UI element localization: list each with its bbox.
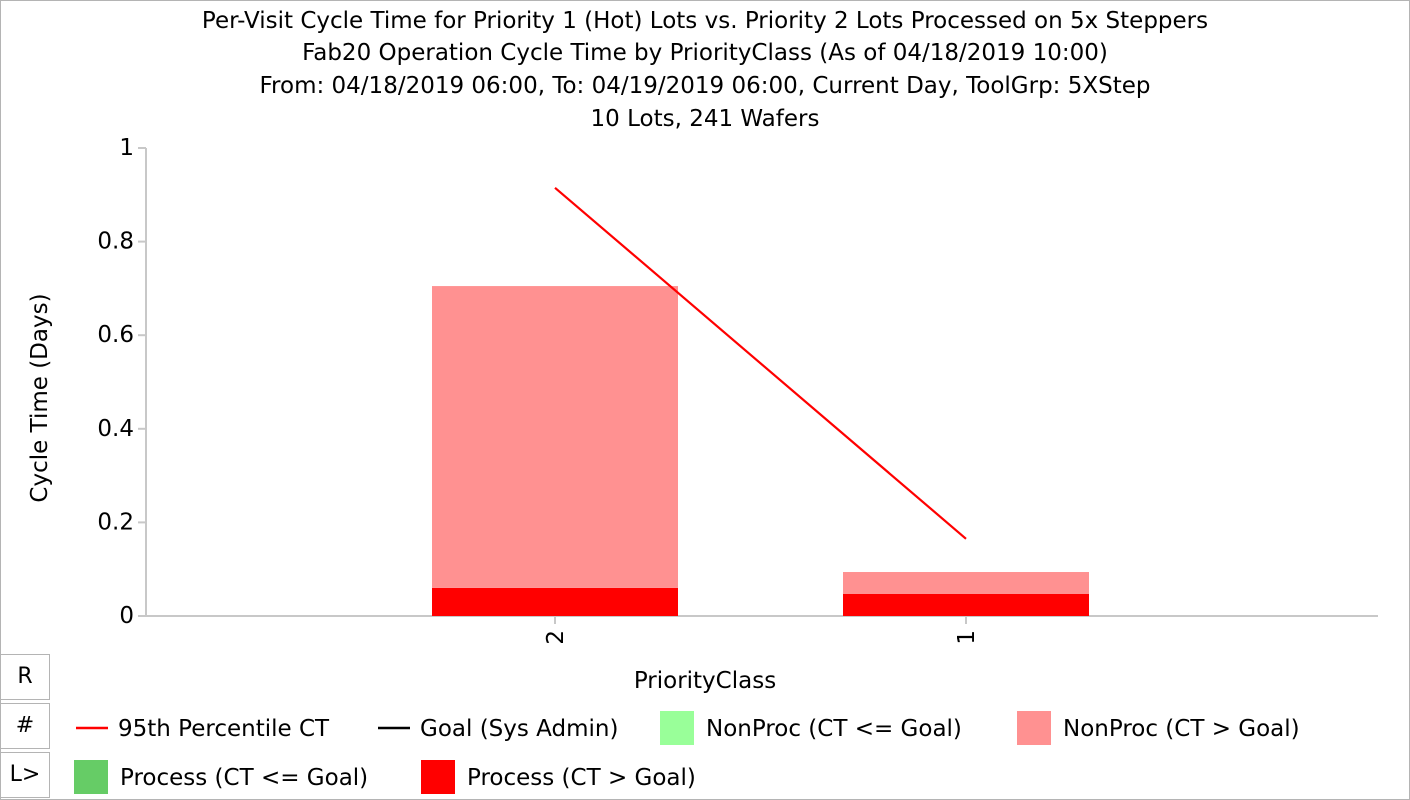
legend-label: Process (CT <= Goal) xyxy=(120,765,368,791)
chart-title-line-4: 10 Lots, 241 Wafers xyxy=(591,106,820,132)
legend-box-swatch xyxy=(660,711,694,745)
legend-item: Process (CT > Goal) xyxy=(421,760,696,794)
y-tick-label: 0.6 xyxy=(97,322,134,348)
hash-button[interactable]: # xyxy=(0,703,50,749)
legend-label: NonProc (CT <= Goal) xyxy=(706,716,962,742)
legend-label: 95th Percentile CT xyxy=(118,716,330,742)
bar-segment xyxy=(432,587,678,616)
x-tick-label: 2 xyxy=(543,630,569,645)
chart-title-line-2: Fab20 Operation Cycle Time by PriorityCl… xyxy=(302,40,1108,66)
chart-title-line-3: From: 04/18/2019 06:00, To: 04/19/2019 0… xyxy=(260,73,1151,99)
bar-segment xyxy=(843,594,1089,616)
legend-item: NonProc (CT <= Goal) xyxy=(660,711,962,745)
r-button[interactable]: R xyxy=(0,654,50,700)
legend-item: 95th Percentile CT xyxy=(76,716,330,742)
legend-item: Goal (Sys Admin) xyxy=(378,716,618,742)
bar-segment xyxy=(432,286,678,588)
chart-title: Per-Visit Cycle Time for Priority 1 (Hot… xyxy=(202,8,1208,132)
chart-bars xyxy=(432,286,1089,616)
x-tick-label: 1 xyxy=(954,630,980,645)
bar-segment xyxy=(843,572,1089,595)
legend-item: Process (CT <= Goal) xyxy=(74,760,368,794)
x-axis-label: PriorityClass xyxy=(634,668,776,694)
legend-box-swatch xyxy=(421,760,455,794)
chart-axes: 0 0.2 0.4 0.6 0.8 1 2 1 PriorityClass Cycle Time … xyxy=(27,135,1378,694)
y-tick-label: 0.2 xyxy=(97,509,134,535)
y-tick-label: 0 xyxy=(119,603,134,629)
y-tick-label: 0.8 xyxy=(97,229,134,255)
legend-label: Goal (Sys Admin) xyxy=(420,716,618,742)
legend-box-swatch xyxy=(1017,711,1051,745)
y-tick-label: 1 xyxy=(119,135,134,161)
series-line xyxy=(554,186,967,540)
legend-label: NonProc (CT > Goal) xyxy=(1063,716,1300,742)
legend-box-swatch xyxy=(74,760,108,794)
chart-lines xyxy=(554,186,967,540)
chart-legend: 95th Percentile CT Goal (Sys Admin) NonPro… xyxy=(74,711,1300,794)
legend-item: NonProc (CT > Goal) xyxy=(1017,711,1300,745)
y-tick-label: 0.4 xyxy=(97,416,134,442)
legend-label: Process (CT > Goal) xyxy=(467,765,696,791)
chart-title-line-1: Per-Visit Cycle Time for Priority 1 (Hot… xyxy=(202,8,1208,34)
legend-toggle-button[interactable]: L> xyxy=(0,752,50,798)
y-axis-label: Cycle Time (Days) xyxy=(27,293,53,502)
